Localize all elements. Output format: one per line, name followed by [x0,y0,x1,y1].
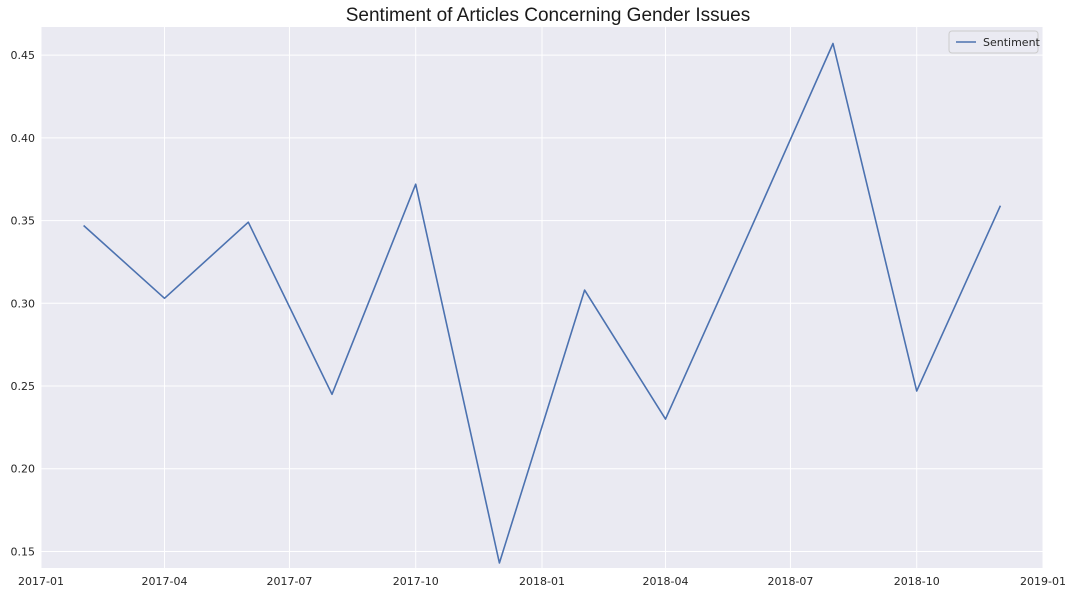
legend-label-sentiment: Sentiment [983,36,1041,49]
x-tick-label: 2018-04 [643,575,689,588]
x-tick-label: 2018-07 [767,575,813,588]
y-tick-label: 0.35 [11,215,36,228]
y-tick-label: 0.25 [11,380,36,393]
chart-title: Sentiment of Articles Concerning Gender … [346,5,750,26]
x-tick-label: 2017-07 [266,575,312,588]
x-tick-label: 2018-01 [519,575,565,588]
x-tick-label: 2017-04 [142,575,188,588]
y-tick-label: 0.15 [11,545,36,558]
y-axis-ticks: 0.15 0.20 0.25 0.30 0.35 0.40 0.45 [11,49,36,558]
series-layer [83,42,1002,564]
y-tick-label: 0.30 [11,297,36,310]
series-line-sentiment [83,42,1002,564]
x-tick-label: 2017-10 [393,575,439,588]
grid-lines [40,27,1044,568]
legend: Sentiment [948,30,1041,54]
x-tick-label: 2017-01 [18,575,64,588]
y-tick-label: 0.40 [11,132,36,145]
legend-box [948,30,1039,54]
x-axis-ticks: 2017-01 2017-04 2017-07 2017-10 2018-01 2018-… [18,575,1066,588]
x-tick-label: 2018-10 [894,575,940,588]
y-tick-label: 0.20 [11,463,36,476]
y-tick-label: 0.45 [11,49,36,62]
x-tick-label: 2019-01 [1020,575,1066,588]
